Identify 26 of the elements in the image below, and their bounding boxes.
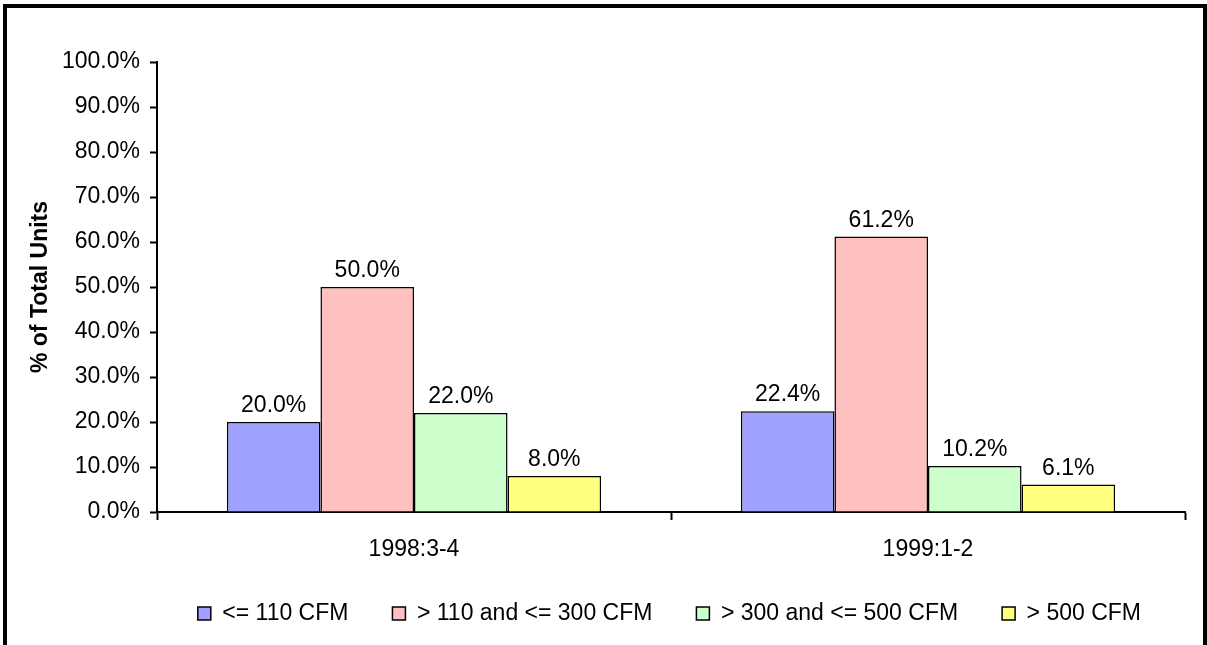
y-tick-label: 60.0% <box>74 227 140 254</box>
y-tick-label: 70.0% <box>74 182 140 209</box>
y-tick-label: 100.0% <box>61 47 140 74</box>
data-label: 10.2% <box>942 435 1008 462</box>
legend-label: <= 110 CFM <box>222 598 349 625</box>
legend-label: > 300 and <= 500 CFM <box>720 598 959 625</box>
data-label: 22.0% <box>428 382 494 408</box>
data-label: 20.0% <box>241 391 307 417</box>
data-label: 61.2% <box>848 205 914 232</box>
y-axis-title: % of Total Units <box>26 200 53 374</box>
y-tick-label: 10.0% <box>74 452 140 479</box>
y-tick-label: 80.0% <box>74 137 140 164</box>
legend-label: > 110 and <= 300 CFM <box>416 598 653 625</box>
data-label: 22.4% <box>755 380 821 407</box>
x-tick-label: 1999:1-2 <box>882 535 974 562</box>
data-label: 50.0% <box>334 256 400 282</box>
y-tick-label: 50.0% <box>74 272 140 299</box>
y-tick-label: 30.0% <box>74 362 140 389</box>
y-tick-label: 20.0% <box>74 407 140 434</box>
data-label: 6.1% <box>1042 453 1095 480</box>
y-tick-label: 40.0% <box>74 317 140 344</box>
data-label: 8.0% <box>528 445 581 471</box>
y-tick-label: 90.0% <box>74 92 140 119</box>
x-tick-label: 1998:3-4 <box>368 535 460 562</box>
y-tick-label: 0.0% <box>87 497 140 524</box>
legend-label: > 500 CFM <box>1026 598 1141 625</box>
